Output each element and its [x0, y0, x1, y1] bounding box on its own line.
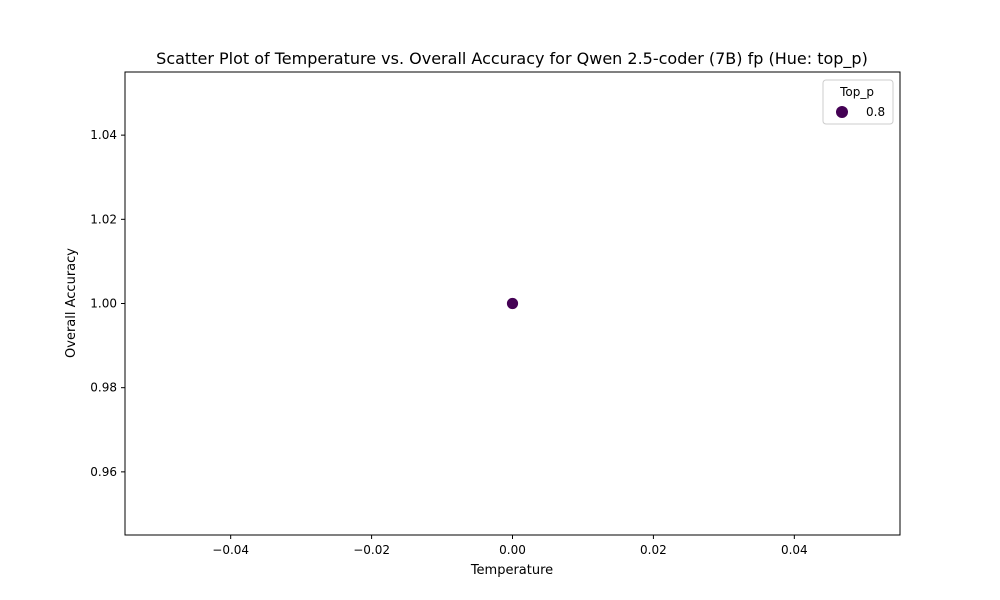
y-tick-label: 0.98 — [90, 381, 117, 395]
scatter-points — [506, 297, 519, 310]
y-tick-label: 0.96 — [90, 465, 117, 479]
x-tick-label: −0.02 — [353, 543, 390, 557]
scatter-point — [506, 297, 519, 310]
x-axis-label: Temperature — [470, 563, 553, 578]
y-tick-label: 1.04 — [90, 128, 117, 142]
legend-marker — [836, 106, 848, 118]
y-axis-label: Overall Accuracy — [64, 248, 79, 358]
x-tick-label: 0.00 — [499, 543, 526, 557]
y-tick-label: 1.02 — [90, 212, 117, 226]
x-tick-label: 0.02 — [640, 543, 667, 557]
chart-title: Scatter Plot of Temperature vs. Overall … — [156, 49, 868, 69]
x-tick-label: −0.04 — [212, 543, 249, 557]
legend-label: 0.8 — [866, 105, 885, 119]
x-tick-label: 0.04 — [781, 543, 808, 557]
y-tick-label: 1.00 — [90, 297, 117, 311]
legend: Top_p 0.8 — [822, 79, 894, 125]
y-axis: 0.96 0.98 1.00 1.02 1.04 — [90, 128, 125, 479]
x-axis: −0.04 −0.02 0.00 0.02 0.04 — [212, 535, 808, 557]
legend-title: Top_p — [839, 85, 874, 99]
